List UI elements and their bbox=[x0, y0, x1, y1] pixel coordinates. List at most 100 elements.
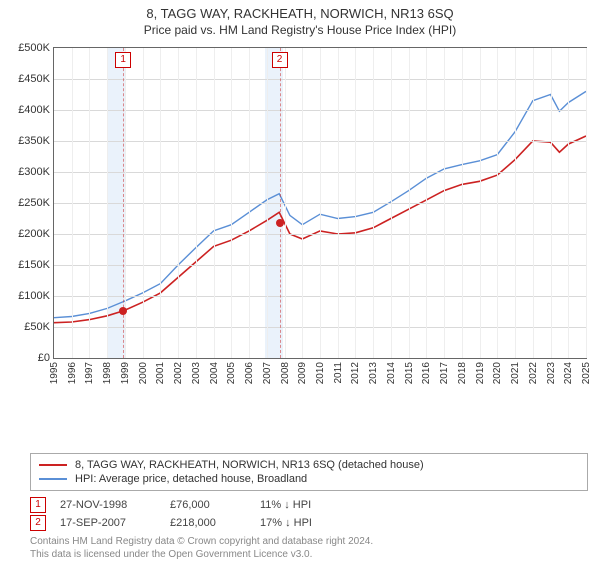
x-axis-label: 2012 bbox=[350, 362, 361, 384]
x-axis-label: 2014 bbox=[386, 362, 397, 384]
footer-line-2: This data is licensed under the Open Gov… bbox=[30, 548, 588, 561]
y-axis-label: £400K bbox=[18, 104, 50, 116]
x-axis-label: 2019 bbox=[475, 362, 486, 384]
event-num-box: 2 bbox=[30, 515, 46, 531]
x-axis-label: 2008 bbox=[280, 362, 291, 384]
x-gridline bbox=[214, 48, 215, 358]
x-gridline bbox=[249, 48, 250, 358]
y-axis-label: £250K bbox=[18, 197, 50, 209]
x-axis-label: 2018 bbox=[457, 362, 468, 384]
x-gridline bbox=[515, 48, 516, 358]
x-axis-label: 1996 bbox=[67, 362, 78, 384]
x-gridline bbox=[462, 48, 463, 358]
event-row: 2 17-SEP-2007£218,00017% ↓ HPI bbox=[30, 515, 588, 531]
event-marker-box: 2 bbox=[272, 52, 288, 68]
x-gridline bbox=[497, 48, 498, 358]
event-price: £218,000 bbox=[170, 517, 260, 529]
chart-area: £0£50K£100K£150K£200K£250K£300K£350K£400… bbox=[5, 39, 595, 409]
x-axis-label: 2015 bbox=[404, 362, 415, 384]
x-axis-label: 2017 bbox=[439, 362, 450, 384]
x-axis-label: 1999 bbox=[120, 362, 131, 384]
x-gridline bbox=[89, 48, 90, 358]
x-gridline bbox=[373, 48, 374, 358]
x-axis-label: 2010 bbox=[315, 362, 326, 384]
x-axis-label: 2024 bbox=[563, 362, 574, 384]
y-axis-label: £450K bbox=[18, 73, 50, 85]
x-axis-label: 2005 bbox=[226, 362, 237, 384]
x-gridline bbox=[568, 48, 569, 358]
chart-title: 8, TAGG WAY, RACKHEATH, NORWICH, NR13 6S… bbox=[4, 6, 596, 21]
event-date: 17-SEP-2007 bbox=[60, 517, 170, 529]
event-table: 1 27-NOV-1998£76,00011% ↓ HPI 2 17-SEP-2007… bbox=[30, 497, 588, 531]
y-axis-label: £200K bbox=[18, 228, 50, 240]
y-axis-label: £300K bbox=[18, 166, 50, 178]
x-axis-label: 2013 bbox=[368, 362, 379, 384]
x-axis-label: 2023 bbox=[546, 362, 557, 384]
x-gridline bbox=[391, 48, 392, 358]
x-axis-label: 2011 bbox=[333, 362, 344, 384]
x-axis-label: 2021 bbox=[510, 362, 521, 384]
footer-line-1: Contains HM Land Registry data © Crown c… bbox=[30, 535, 588, 548]
x-gridline bbox=[320, 48, 321, 358]
x-axis-label: 1998 bbox=[102, 362, 113, 384]
x-gridline bbox=[285, 48, 286, 358]
x-gridline bbox=[586, 48, 587, 358]
x-gridline bbox=[267, 48, 268, 358]
event-date: 27-NOV-1998 bbox=[60, 499, 170, 511]
y-axis-label: £150K bbox=[18, 259, 50, 271]
event-row: 1 27-NOV-1998£76,00011% ↓ HPI bbox=[30, 497, 588, 513]
x-axis-label: 2009 bbox=[297, 362, 308, 384]
x-gridline bbox=[107, 48, 108, 358]
x-axis-label: 1997 bbox=[84, 362, 95, 384]
x-gridline bbox=[196, 48, 197, 358]
x-gridline bbox=[409, 48, 410, 358]
legend-swatch bbox=[39, 464, 67, 466]
x-gridline bbox=[302, 48, 303, 358]
x-gridline bbox=[444, 48, 445, 358]
x-axis-label: 2007 bbox=[262, 362, 273, 384]
event-delta: 11% ↓ HPI bbox=[260, 499, 360, 511]
y-axis-label: £500K bbox=[18, 42, 50, 54]
y-axis-label: £100K bbox=[18, 290, 50, 302]
x-gridline bbox=[72, 48, 73, 358]
event-num-box: 1 bbox=[30, 497, 46, 513]
legend-item: HPI: Average price, detached house, Broa… bbox=[39, 472, 579, 486]
x-axis-label: 2025 bbox=[581, 362, 592, 384]
event-marker-box: 1 bbox=[115, 52, 131, 68]
x-gridline bbox=[551, 48, 552, 358]
x-axis-label: 2000 bbox=[138, 362, 149, 384]
legend-label: HPI: Average price, detached house, Broa… bbox=[75, 473, 307, 485]
legend-item: 8, TAGG WAY, RACKHEATH, NORWICH, NR13 6S… bbox=[39, 458, 579, 472]
x-axis-label: 2022 bbox=[528, 362, 539, 384]
footer-attribution: Contains HM Land Registry data © Crown c… bbox=[30, 535, 588, 561]
x-gridline bbox=[178, 48, 179, 358]
x-gridline bbox=[355, 48, 356, 358]
legend: 8, TAGG WAY, RACKHEATH, NORWICH, NR13 6S… bbox=[30, 453, 588, 491]
x-gridline bbox=[143, 48, 144, 358]
event-delta: 17% ↓ HPI bbox=[260, 517, 360, 529]
plot-region: £0£50K£100K£150K£200K£250K£300K£350K£400… bbox=[53, 47, 587, 359]
event-price: £76,000 bbox=[170, 499, 260, 511]
x-axis-label: 2002 bbox=[173, 362, 184, 384]
legend-swatch bbox=[39, 478, 67, 480]
x-axis-label: 2003 bbox=[191, 362, 202, 384]
x-axis-label: 2006 bbox=[244, 362, 255, 384]
x-axis-label: 2020 bbox=[492, 362, 503, 384]
x-gridline bbox=[231, 48, 232, 358]
x-gridline bbox=[160, 48, 161, 358]
x-axis-label: 2016 bbox=[421, 362, 432, 384]
x-gridline bbox=[480, 48, 481, 358]
x-gridline bbox=[533, 48, 534, 358]
x-gridline bbox=[426, 48, 427, 358]
event-dot bbox=[276, 219, 284, 227]
chart-subtitle: Price paid vs. HM Land Registry's House … bbox=[4, 23, 596, 37]
y-axis-label: £50K bbox=[24, 321, 50, 333]
chart-titles: 8, TAGG WAY, RACKHEATH, NORWICH, NR13 6S… bbox=[0, 0, 600, 39]
y-axis-label: £350K bbox=[18, 135, 50, 147]
x-gridline bbox=[338, 48, 339, 358]
event-guideline bbox=[280, 48, 281, 358]
x-axis-label: 2004 bbox=[209, 362, 220, 384]
event-dot bbox=[119, 307, 127, 315]
x-axis-label: 1995 bbox=[49, 362, 60, 384]
legend-label: 8, TAGG WAY, RACKHEATH, NORWICH, NR13 6S… bbox=[75, 459, 424, 471]
